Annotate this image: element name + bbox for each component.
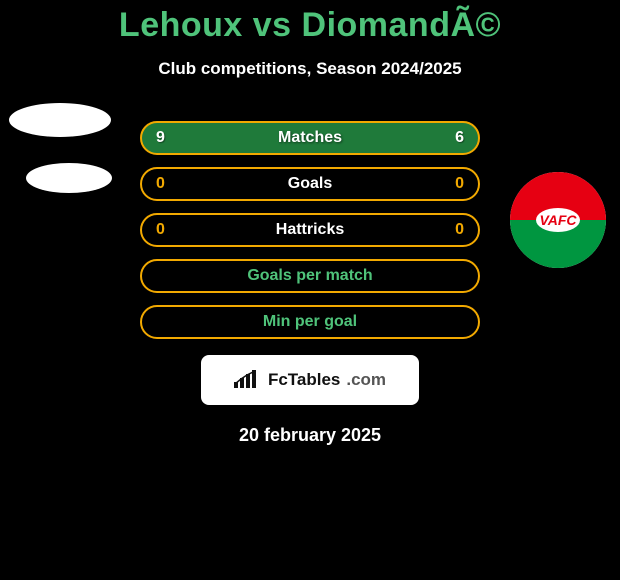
- stat-right-value: 0: [455, 221, 464, 239]
- brand-name: FcTables: [268, 370, 340, 390]
- stat-left-value: 0: [156, 175, 165, 193]
- stat-right-value: 0: [455, 175, 464, 193]
- club-left-logo: [10, 103, 110, 203]
- brand-badge[interactable]: FcTables .com: [201, 355, 419, 405]
- brand-tld: .com: [346, 370, 386, 390]
- stat-label: Goals per match: [247, 267, 372, 285]
- stat-row-hattricks: 0 Hattricks 0: [140, 213, 480, 247]
- page-title: Lehoux vs DiomandÃ©: [0, 6, 620, 45]
- stat-right-value: 6: [455, 129, 464, 147]
- stat-row-goals: 0 Goals 0: [140, 167, 480, 201]
- stat-row-matches: 9 Matches 6: [140, 121, 480, 155]
- svg-text:VAFC: VAFC: [539, 212, 577, 228]
- stat-row-goals-per-match: Goals per match: [140, 259, 480, 293]
- stat-left-value: 0: [156, 221, 165, 239]
- placeholder-ellipse: [9, 103, 111, 137]
- stat-row-min-per-goal: Min per goal: [140, 305, 480, 339]
- page-subtitle: Club competitions, Season 2024/2025: [0, 59, 620, 79]
- stat-label: Min per goal: [263, 313, 357, 331]
- vafc-badge-icon: VAFC: [508, 170, 608, 270]
- stat-label: Goals: [288, 175, 332, 193]
- stat-label: Hattricks: [276, 221, 344, 239]
- bar-chart-icon: [234, 370, 262, 390]
- stats-container: 9 Matches 6 0 Goals 0 0 Hattricks 0 Goal…: [140, 121, 480, 339]
- comparison-card: Lehoux vs DiomandÃ© Club competitions, S…: [0, 0, 620, 580]
- placeholder-ellipse: [26, 163, 112, 193]
- generated-date: 20 february 2025: [0, 425, 620, 446]
- club-right-logo: VAFC: [508, 170, 608, 270]
- stat-left-value: 9: [156, 129, 165, 147]
- stat-label: Matches: [278, 129, 342, 147]
